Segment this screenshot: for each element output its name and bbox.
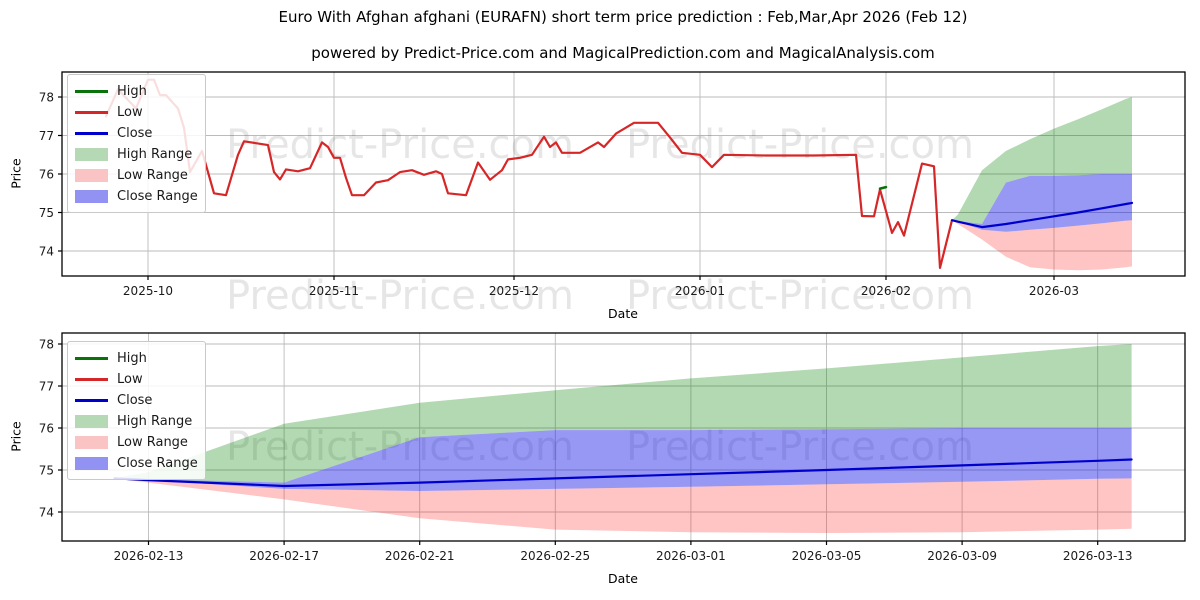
top-y-tick-label: 75 bbox=[39, 206, 54, 220]
top-x-tick-label: 2025-10 bbox=[123, 284, 173, 298]
legend-label: High Range bbox=[117, 147, 193, 162]
bottom-plot-border bbox=[61, 332, 1186, 542]
top-high-range-band bbox=[952, 97, 1132, 224]
legend-label: Low Range bbox=[117, 435, 188, 450]
top-y-tick-label: 78 bbox=[39, 91, 54, 105]
bottom-chart-watermark: Predict-Price.com bbox=[626, 424, 974, 470]
legend-item: Low Range bbox=[75, 432, 199, 453]
legend-label: Low Range bbox=[117, 168, 188, 183]
top-chart-y-axis-label: Price bbox=[8, 158, 24, 189]
between-charts-watermark: Predict-Price.com bbox=[626, 273, 974, 319]
bottom-y-tick-label: 74 bbox=[39, 506, 54, 520]
bottom-x-tick-label: 2026-03-09 bbox=[927, 549, 997, 563]
bottom-x-tick-label: 2026-03-13 bbox=[1063, 549, 1133, 563]
legend-label: High Range bbox=[117, 414, 193, 429]
bottom-close-range-band bbox=[114, 428, 1132, 491]
legend-label: Close Range bbox=[117, 456, 198, 471]
high-price-history-line bbox=[878, 185, 888, 190]
top-x-tick-label: 2026-01 bbox=[675, 284, 725, 298]
legend-item: Low bbox=[75, 102, 199, 123]
legend-low-range-swatch bbox=[75, 436, 108, 449]
bottom-y-tick-label: 77 bbox=[39, 380, 54, 394]
top-x-tick-label: 2025-11 bbox=[309, 284, 359, 298]
top-y-tick-label: 77 bbox=[39, 129, 54, 143]
top-chart-watermark: Predict-Price.com bbox=[626, 122, 974, 168]
legend-label: Low bbox=[117, 105, 143, 120]
legend-high-range-swatch bbox=[75, 148, 108, 161]
legend-item: High Range bbox=[75, 411, 199, 432]
bottom-x-tick-label: 2026-03-01 bbox=[656, 549, 726, 563]
top-close-range-band bbox=[952, 174, 1132, 232]
bottom-close-prediction-line bbox=[113, 458, 1133, 488]
legend-close-swatch bbox=[75, 399, 108, 402]
legend-label: Close bbox=[117, 393, 153, 408]
bottom-chart-legend: High Low Close High Range Low Range Close Ran… bbox=[67, 341, 206, 480]
top-chart-watermark: Predict-Price.com bbox=[226, 122, 574, 168]
legend-high-swatch bbox=[75, 357, 108, 360]
legend-low-swatch bbox=[75, 111, 108, 114]
legend-close-range-swatch bbox=[75, 457, 108, 470]
legend-item: High bbox=[75, 348, 199, 369]
bottom-x-tick-label: 2026-02-25 bbox=[520, 549, 590, 563]
top-close-prediction-line bbox=[950, 201, 1134, 229]
top-x-tick-label: 2026-03 bbox=[1029, 284, 1079, 298]
legend-high-range-swatch bbox=[75, 415, 108, 428]
legend-item: Low Range bbox=[75, 165, 199, 186]
legend-label: Low bbox=[117, 372, 143, 387]
legend-low-swatch bbox=[75, 378, 108, 381]
bottom-x-tick-label: 2026-02-21 bbox=[385, 549, 455, 563]
legend-close-range-swatch bbox=[75, 190, 108, 203]
legend-low-range-swatch bbox=[75, 169, 108, 182]
legend-label: Close Range bbox=[117, 189, 198, 204]
top-low-range-band bbox=[952, 220, 1132, 271]
bottom-x-tick-label: 2026-02-17 bbox=[249, 549, 319, 563]
legend-label: High bbox=[117, 351, 147, 366]
legend-item: Close Range bbox=[75, 186, 199, 207]
bottom-y-tick-label: 75 bbox=[39, 464, 54, 478]
bottom-chart-watermark: Predict-Price.com bbox=[226, 424, 574, 470]
legend-item: High bbox=[75, 81, 199, 102]
bottom-x-tick-label: 2026-03-05 bbox=[792, 549, 862, 563]
legend-item: Close bbox=[75, 390, 199, 411]
bottom-low-range-band bbox=[114, 478, 1132, 533]
legend-label: Close bbox=[117, 126, 153, 141]
bottom-x-tick-label: 2026-02-13 bbox=[114, 549, 184, 563]
top-chart-x-axis-label: Date bbox=[608, 306, 638, 321]
legend-item: Low bbox=[75, 369, 199, 390]
legend-high-swatch bbox=[75, 90, 108, 93]
bottom-high-range-band bbox=[114, 344, 1132, 483]
legend-label: High bbox=[117, 84, 147, 99]
top-y-tick-label: 74 bbox=[39, 245, 54, 259]
legend-close-swatch bbox=[75, 132, 108, 135]
figure-subtitle: powered by Predict-Price.com and Magical… bbox=[311, 44, 935, 62]
legend-item: Close bbox=[75, 123, 199, 144]
between-charts-watermark: Predict-Price.com bbox=[226, 273, 574, 319]
legend-item: High Range bbox=[75, 144, 199, 165]
top-x-tick-label: 2025-12 bbox=[489, 284, 539, 298]
top-x-tick-label: 2026-02 bbox=[861, 284, 911, 298]
top-y-tick-label: 76 bbox=[39, 168, 54, 182]
bottom-y-tick-label: 78 bbox=[39, 338, 54, 352]
bottom-chart-y-axis-label: Price bbox=[8, 421, 24, 452]
bottom-chart-x-axis-label: Date bbox=[608, 571, 638, 586]
top-chart-legend: High Low Close High Range Low Range Close Ran… bbox=[67, 74, 206, 213]
bottom-y-tick-label: 76 bbox=[39, 422, 54, 436]
figure-title: Euro With Afghan afghani (EURAFN) short … bbox=[278, 8, 968, 26]
legend-item: Close Range bbox=[75, 453, 199, 474]
low-price-history-line bbox=[104, 78, 954, 269]
